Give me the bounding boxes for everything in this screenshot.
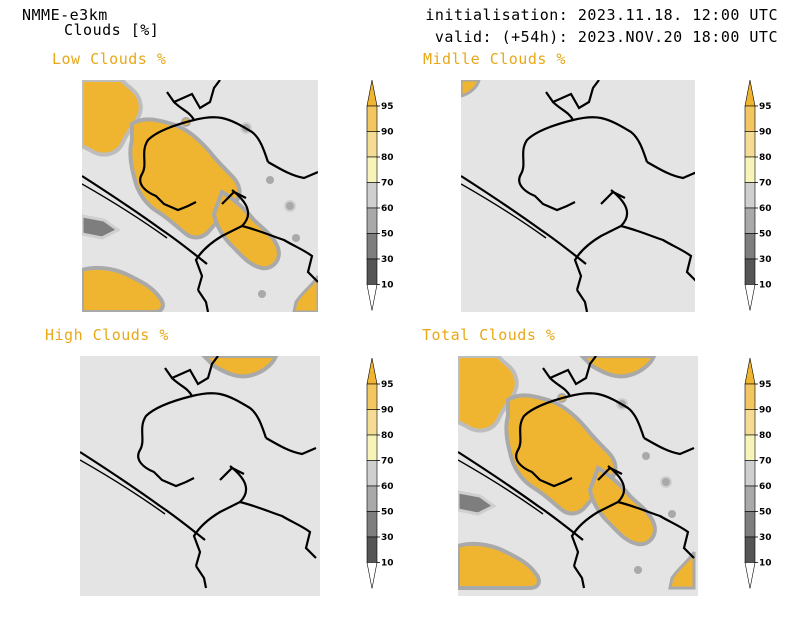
- high-clouds-map: [80, 356, 320, 596]
- colorbar-top-arrow: [366, 80, 378, 107]
- low-clouds-colorbar: 95 90 80 70 60 50 30 10: [366, 80, 394, 311]
- colorbar-tick-label: 60: [759, 482, 772, 492]
- low-clouds-title: Low Clouds %: [52, 50, 167, 68]
- colorbar-tick-label: 90: [381, 406, 394, 416]
- colorbar-tick-label: 30: [381, 255, 394, 265]
- colorbar-segment: [366, 182, 378, 209]
- colorbar-tick-label: 60: [759, 204, 772, 214]
- colorbar-segment: [744, 409, 756, 436]
- colorbar-segment: [744, 182, 756, 209]
- colorbar-tick-label: 10: [381, 281, 394, 291]
- colorbar-segment: [366, 536, 378, 563]
- colorbar-bottom-arrow: [366, 284, 378, 311]
- colorbar-top-arrow: [366, 358, 378, 385]
- colorbar-segment: [366, 131, 378, 158]
- colorbar-tick-label: 90: [759, 406, 772, 416]
- colorbar-tick-label: 95: [759, 102, 772, 112]
- colorbar-tick-label: 50: [381, 230, 394, 240]
- colorbar-tick-label: 50: [759, 508, 772, 518]
- colorbar-segment: [366, 409, 378, 436]
- colorbar-tick-label: 70: [759, 457, 772, 467]
- colorbar-tick-label: 50: [759, 230, 772, 240]
- colorbar-bottom-arrow: [744, 562, 756, 589]
- colorbar-tick-label: 10: [759, 559, 772, 569]
- total-clouds-map: [458, 356, 698, 596]
- colorbar-tick-label: 95: [381, 102, 394, 112]
- colorbar-tick-label: 70: [759, 179, 772, 189]
- colorbar-segment: [744, 233, 756, 260]
- colorbar-tick-label: 70: [381, 179, 394, 189]
- colorbar-tick-label: 60: [381, 482, 394, 492]
- colorbar-tick-label: 95: [759, 380, 772, 390]
- middle-clouds-map: [461, 80, 695, 312]
- colorbar-top-arrow: [744, 80, 756, 107]
- colorbar-segment: [744, 105, 756, 132]
- colorbar-tick-label: 50: [381, 508, 394, 518]
- middle-clouds-title: Midlle Clouds %: [423, 50, 566, 68]
- colorbar-segment: [744, 156, 756, 183]
- colorbar-segment: [744, 485, 756, 512]
- low-clouds-map: [82, 80, 318, 312]
- colorbar-bottom-arrow: [366, 562, 378, 589]
- colorbar-segment: [366, 460, 378, 487]
- colorbar-tick-label: 90: [759, 128, 772, 138]
- colorbar-segment: [744, 511, 756, 538]
- colorbar-top-arrow: [744, 358, 756, 385]
- colorbar-segment: [744, 536, 756, 563]
- colorbar-tick-label: 80: [381, 153, 394, 163]
- colorbar-segment: [744, 258, 756, 285]
- colorbar-segment: [366, 258, 378, 285]
- colorbar-segment: [744, 383, 756, 410]
- colorbar-segment: [366, 485, 378, 512]
- colorbar-tick-label: 10: [759, 281, 772, 291]
- total-clouds-title: Total Clouds %: [422, 326, 556, 344]
- colorbar-bottom-arrow: [744, 284, 756, 311]
- colorbar-tick-label: 80: [759, 153, 772, 163]
- colorbar-segment: [744, 131, 756, 158]
- colorbar-tick-label: 70: [381, 457, 394, 467]
- variable-name: Clouds [%]: [64, 21, 160, 39]
- colorbar-segment: [366, 207, 378, 234]
- colorbar-tick-label: 60: [381, 204, 394, 214]
- middle-clouds-colorbar: 95 90 80 70 60 50 30 10: [744, 80, 772, 311]
- colorbar-segment: [744, 434, 756, 461]
- colorbar-tick-label: 80: [759, 431, 772, 441]
- colorbar-segment: [366, 156, 378, 183]
- initialisation-time: initialisation: 2023.11.18. 12:00 UTC: [425, 6, 778, 24]
- colorbar-tick-label: 95: [381, 380, 394, 390]
- valid-time: valid: (+54h): 2023.NOV.20 18:00 UTC: [434, 28, 778, 46]
- colorbar-segment: [744, 460, 756, 487]
- colorbar-tick-label: 90: [381, 128, 394, 138]
- colorbar-segment: [366, 383, 378, 410]
- high-clouds-title: High Clouds %: [45, 326, 169, 344]
- colorbar-segment: [366, 511, 378, 538]
- model-name: NMME-e3km: [22, 6, 108, 24]
- colorbar-tick-label: 30: [381, 533, 394, 543]
- colorbar-segment: [366, 233, 378, 260]
- colorbar-segment: [366, 105, 378, 132]
- colorbar-segment: [366, 434, 378, 461]
- total-clouds-colorbar: 95 90 80 70 60 50 30 10: [744, 358, 772, 589]
- colorbar-tick-label: 30: [759, 255, 772, 265]
- colorbar-segment: [744, 207, 756, 234]
- colorbar-tick-label: 30: [759, 533, 772, 543]
- colorbar-tick-label: 10: [381, 559, 394, 569]
- colorbar-tick-label: 80: [381, 431, 394, 441]
- high-clouds-colorbar: 95 90 80 70 60 50 30 10: [366, 358, 394, 589]
